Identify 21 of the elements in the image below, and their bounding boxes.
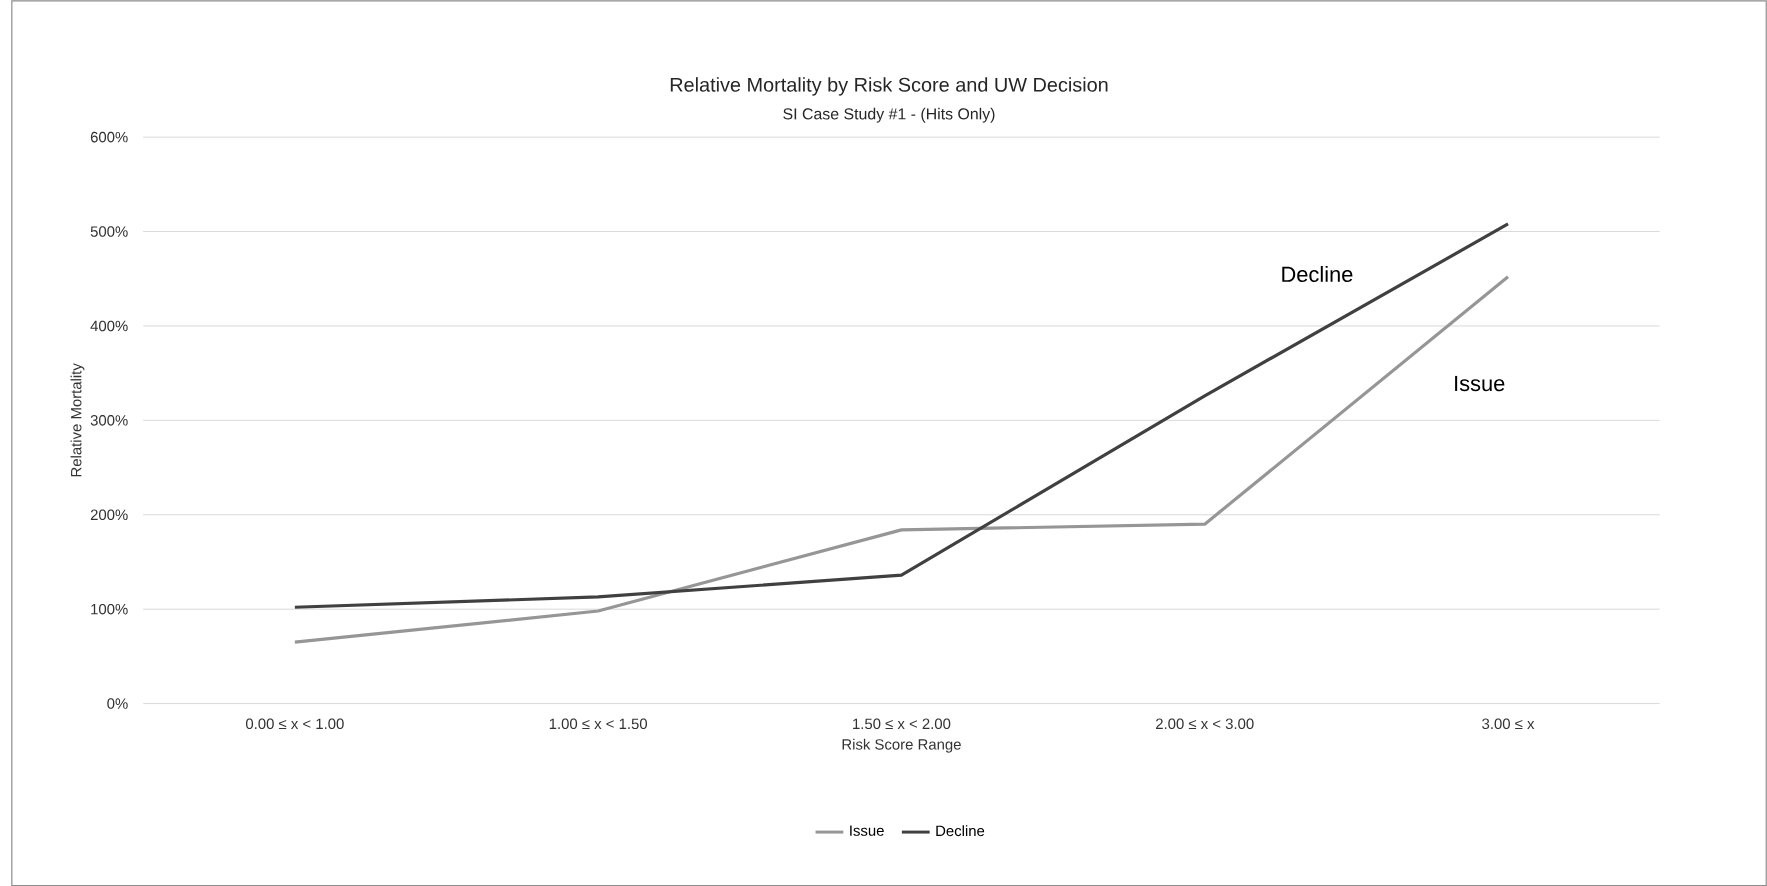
- x-tick-label: 1.00 ≤ x < 1.50: [549, 718, 648, 729]
- y-axis-title: Relative Mortality: [70, 363, 85, 477]
- y-tick-label: 200%: [90, 509, 128, 520]
- x-tick-label: 0.00 ≤ x < 1.00: [245, 718, 344, 729]
- y-tick-label: 400%: [90, 320, 128, 332]
- line-series: [293, 222, 1510, 609]
- x-tick-label: 1.50 ≤ x < 2.00: [853, 718, 951, 729]
- y-tick-label: 300%: [90, 414, 128, 426]
- y-tick-label: 500%: [90, 226, 128, 237]
- chart-title: Relative Mortality by Risk Score and UW Decision: [670, 76, 1108, 96]
- y-tick-label: 0%: [107, 698, 128, 709]
- legend-label: Issue: [850, 825, 884, 836]
- annotation: Decline: [1282, 265, 1353, 282]
- legend-label: Decline: [936, 825, 985, 836]
- y-tick-label: 100%: [91, 603, 128, 615]
- x-axis-title: Risk Score Range: [842, 738, 961, 753]
- x-tick-label: 2.00 ≤ x < 3.00: [1156, 718, 1254, 729]
- y-tick-label: 600%: [90, 131, 128, 143]
- annotation: Issue: [1455, 375, 1505, 391]
- chart-subtitle: SI Case Study #1 - (Hits Only): [783, 107, 995, 123]
- x-tick-label: 3.00 ≤ x: [1482, 718, 1535, 729]
